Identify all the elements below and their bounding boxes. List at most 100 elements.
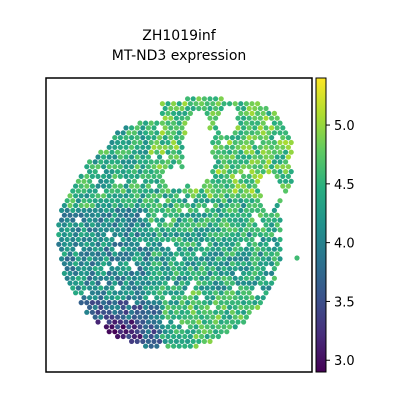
expression-spot <box>168 164 173 169</box>
expression-spot <box>207 251 212 256</box>
expression-spot <box>230 154 235 159</box>
expression-spot <box>210 227 215 232</box>
expression-spot <box>191 271 196 276</box>
expression-spot <box>258 116 263 121</box>
expression-spot <box>87 285 92 290</box>
expression-spot <box>199 198 204 203</box>
expression-spot <box>168 310 173 315</box>
expression-spot <box>137 256 142 261</box>
expression-spot <box>182 256 187 261</box>
expression-spot <box>115 334 120 339</box>
expression-spot <box>160 218 165 223</box>
expression-spot <box>219 319 224 324</box>
expression-spot <box>247 116 252 121</box>
expression-spot <box>168 193 173 198</box>
expression-spot <box>269 116 274 121</box>
expression-spot <box>84 222 89 227</box>
expression-spot <box>101 222 106 227</box>
expression-spot <box>244 140 249 145</box>
expression-spot <box>182 247 187 252</box>
expression-spot <box>177 305 182 310</box>
expression-spot <box>165 324 170 329</box>
expression-spot <box>238 295 243 300</box>
expression-spot <box>269 213 274 218</box>
expression-spot <box>90 174 95 179</box>
expression-spot <box>135 319 140 324</box>
expression-spot <box>118 232 123 237</box>
expression-spot <box>289 179 294 184</box>
expression-spot <box>230 242 235 247</box>
expression-spot <box>179 339 184 344</box>
expression-spot <box>112 193 117 198</box>
expression-spot <box>196 232 201 237</box>
expression-spot <box>154 179 159 184</box>
expression-spot <box>165 285 170 290</box>
expression-spot <box>171 130 176 135</box>
expression-spot <box>146 339 151 344</box>
expression-spot <box>160 101 165 106</box>
expression-spot <box>280 174 285 179</box>
expression-spot <box>137 305 142 310</box>
expression-spot <box>140 290 145 295</box>
expression-spot <box>244 227 249 232</box>
expression-spot <box>283 130 288 135</box>
expression-spot <box>179 232 184 237</box>
expression-spot <box>149 208 154 213</box>
expression-spot <box>95 261 100 266</box>
expression-spot <box>179 213 184 218</box>
expression-spot <box>115 276 120 281</box>
expression-spot <box>104 179 109 184</box>
expression-spot <box>205 256 210 261</box>
expression-spot <box>216 285 221 290</box>
expression-spot <box>84 184 89 189</box>
expression-spot <box>84 300 89 305</box>
expression-spot <box>160 315 165 320</box>
expression-spot <box>121 324 126 329</box>
expression-spot <box>255 159 260 164</box>
expression-spot <box>163 339 168 344</box>
expression-spot <box>263 145 268 150</box>
expression-spot <box>224 164 229 169</box>
expression-spot <box>115 198 120 203</box>
expression-spot <box>269 281 274 286</box>
expression-spot <box>255 266 260 271</box>
expression-spot <box>140 232 145 237</box>
expression-spot <box>227 276 232 281</box>
expression-spot <box>280 125 285 130</box>
expression-spot <box>109 188 114 193</box>
expression-spot <box>258 232 263 237</box>
expression-spot <box>163 116 168 121</box>
expression-spot <box>79 213 84 218</box>
expression-spot <box>275 164 280 169</box>
expression-spot <box>163 329 168 334</box>
expression-spot <box>177 285 182 290</box>
expression-spot <box>210 324 215 329</box>
expression-spot <box>123 164 128 169</box>
expression-spot <box>73 261 78 266</box>
expression-spot <box>143 159 148 164</box>
expression-spot <box>168 261 173 266</box>
expression-spot <box>115 227 120 232</box>
expression-spot <box>199 101 204 106</box>
expression-spot <box>182 130 187 135</box>
expression-spot <box>62 213 67 218</box>
expression-spot <box>149 159 154 164</box>
expression-spot <box>205 198 210 203</box>
expression-spot <box>160 169 165 174</box>
expression-spot <box>81 247 86 252</box>
expression-spot <box>118 329 123 334</box>
expression-spot <box>90 164 95 169</box>
expression-spot <box>227 208 232 213</box>
expression-spot <box>171 295 176 300</box>
expression-spot <box>188 315 193 320</box>
expression-spot <box>179 222 184 227</box>
expression-spot <box>129 164 134 169</box>
expression-spot <box>70 276 75 281</box>
expression-spot <box>235 154 240 159</box>
expression-spot <box>205 305 210 310</box>
expression-spot <box>266 130 271 135</box>
expression-spot <box>252 261 257 266</box>
expression-spot <box>118 213 123 218</box>
expression-spot <box>207 339 212 344</box>
expression-spot <box>101 251 106 256</box>
